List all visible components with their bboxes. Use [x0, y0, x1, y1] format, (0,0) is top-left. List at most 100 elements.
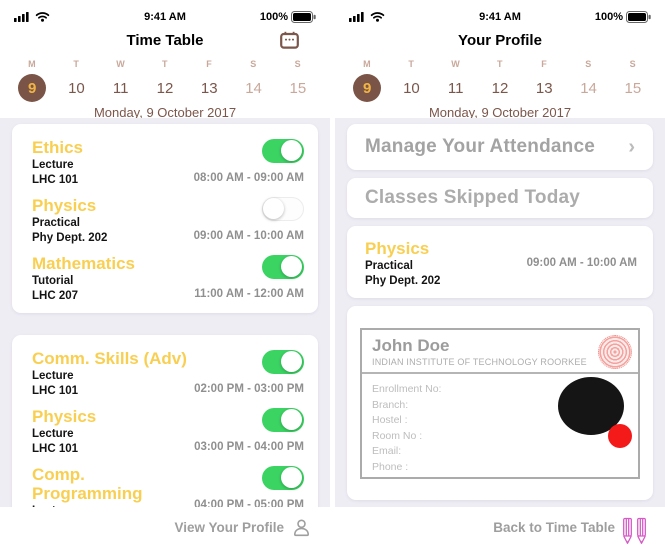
day-9-selected[interactable]: 9 — [18, 74, 47, 102]
morning-classes-card: Ethics Lecture LHC 101 08:00 AM - 09:00 … — [12, 124, 318, 313]
day-letter: W — [451, 59, 461, 69]
class-room: LHC 101 — [32, 384, 79, 397]
field-branch: Branch: — [372, 398, 409, 411]
class-kind: Lecture — [32, 158, 74, 171]
class-row-physics-practical: Physics Practical Phy Dept. 202 09:00 AM… — [32, 191, 304, 249]
day-9-selected[interactable]: 9 — [353, 74, 382, 102]
class-row-mathematics: Mathematics Tutorial LHC 207 11:00 AM - … — [32, 249, 304, 307]
header: Your Profile — [335, 29, 665, 55]
day-column: T 12 — [143, 59, 187, 102]
chevron-right-icon: › — [628, 136, 635, 158]
full-date-label: Monday, 9 October 2017 — [428, 105, 572, 120]
attendance-toggle[interactable] — [262, 349, 304, 374]
header: Time Table — [0, 29, 330, 55]
view-profile-button[interactable]: View Your Profile — [0, 507, 330, 560]
day-letter: M — [363, 59, 372, 69]
day-11[interactable]: 11 — [447, 79, 464, 97]
course-title: Comp. Programming — [32, 464, 143, 503]
status-bar: 9:41 AM 100% — [335, 0, 665, 24]
class-meta: 02:00 PM - 03:00 PM — [194, 349, 304, 398]
day-letter: S — [294, 59, 302, 69]
field-phone: Phone : — [372, 460, 409, 473]
class-time: 11:00 AM - 12:00 AM — [194, 287, 304, 300]
cellular-signal-icon — [14, 12, 29, 22]
course-title: Mathematics — [32, 253, 135, 273]
day-10[interactable]: 10 — [403, 79, 420, 97]
day-column: T 12 — [478, 59, 522, 102]
timetable-screen: 9:41 AM 100% Time Table M 9 T 10 W 11 T 12 F… — [0, 0, 330, 560]
clock-time: 9:41 AM — [479, 10, 521, 23]
status-right: 100% — [557, 10, 651, 23]
wifi-icon — [370, 12, 385, 22]
class-time: 09:00 AM - 10:00 AM — [193, 229, 304, 242]
day-letter: M — [28, 59, 37, 69]
day-15[interactable]: 15 — [289, 79, 307, 97]
clock-time: 9:41 AM — [144, 10, 186, 23]
day-letter: S — [250, 59, 257, 69]
id-card-header: John Doe INDIAN INSTITUTE OF TECHNOLOGY … — [362, 330, 638, 374]
day-12[interactable]: 12 — [156, 79, 174, 97]
institute-name: INDIAN INSTITUTE OF TECHNOLOGY ROORKEE — [372, 357, 587, 367]
course-title: Physics — [32, 195, 97, 215]
attendance-toggle[interactable] — [262, 254, 304, 279]
day-column: W 11 — [434, 59, 478, 102]
day-column: S 14 — [566, 59, 610, 102]
class-info: Physics Practical Phy Dept. 202 — [365, 239, 440, 288]
class-kind: Tutorial — [32, 274, 74, 287]
day-column: S 14 — [231, 59, 275, 102]
toggle-knob — [281, 351, 302, 372]
day-12[interactable]: 12 — [491, 79, 509, 97]
class-kind: Lecture — [32, 427, 74, 440]
course-title: Physics — [365, 238, 430, 258]
class-row-physics-skipped: Physics Practical Phy Dept. 202 09:00 AM… — [365, 234, 637, 292]
class-time: 09:00 AM - 10:00 AM — [526, 257, 637, 269]
class-meta: 09:00 AM - 10:00 AM — [194, 196, 304, 245]
manage-attendance-label: Manage Your Attendance — [365, 136, 595, 157]
day-14[interactable]: 14 — [580, 79, 597, 97]
class-kind: Practical — [32, 216, 80, 229]
attendance-toggle[interactable] — [262, 407, 304, 432]
institute-seal-icon — [598, 335, 632, 369]
battery-icon — [626, 10, 651, 23]
day-14[interactable]: 14 — [245, 79, 262, 97]
day-15[interactable]: 15 — [624, 79, 642, 97]
attendance-toggle[interactable] — [262, 465, 304, 490]
day-letter: T — [161, 59, 168, 69]
class-time: 08:00 AM - 09:00 AM — [193, 171, 304, 184]
day-11[interactable]: 11 — [112, 79, 129, 97]
toggle-knob — [281, 467, 302, 488]
back-to-timetable-button[interactable]: Back to Time Table — [335, 507, 665, 560]
attendance-toggle[interactable] — [262, 138, 304, 163]
day-letter: T — [408, 59, 415, 69]
day-letter: T — [496, 59, 503, 69]
person-icon — [294, 519, 309, 537]
status-bar: 9:41 AM 100% — [0, 0, 330, 24]
class-room: LHC 101 — [32, 442, 79, 455]
class-row-comm-skills: Comm. Skills (Adv) Lecture LHC 101 02:00… — [32, 344, 304, 402]
toggle-knob — [281, 256, 302, 277]
day-column: F 13 — [522, 59, 566, 102]
calendar-icon[interactable] — [278, 30, 300, 50]
id-card-container: John Doe INDIAN INSTITUTE OF TECHNOLOGY … — [347, 306, 653, 500]
attendance-toggle[interactable] — [262, 196, 304, 221]
class-info: Comm. Skills (Adv) Lecture LHC 101 — [32, 349, 187, 398]
day-10[interactable]: 10 — [68, 79, 85, 97]
day-column: W 11 — [99, 59, 143, 102]
day-13[interactable]: 13 — [200, 79, 218, 97]
class-meta: 11:00 AM - 12:00 AM — [194, 254, 304, 303]
day-letter: W — [116, 59, 126, 69]
skipped-class-card: Physics Practical Phy Dept. 202 09:00 AM… — [347, 226, 653, 298]
battery-icon — [291, 10, 316, 23]
day-letter: F — [206, 59, 213, 69]
class-time: 03:00 PM - 04:00 PM — [194, 440, 304, 453]
field-hostel: Hostel : — [372, 414, 408, 426]
class-room: Phy Dept. 202 — [32, 231, 108, 244]
class-time: 02:00 PM - 03:00 PM — [194, 382, 304, 395]
class-row-physics-lecture: Physics Lecture LHC 101 03:00 PM - 04:00… — [32, 402, 304, 460]
day-13[interactable]: 13 — [535, 79, 553, 97]
student-name: John Doe — [372, 336, 450, 355]
manage-attendance-button[interactable]: Manage Your Attendance › — [347, 124, 653, 170]
